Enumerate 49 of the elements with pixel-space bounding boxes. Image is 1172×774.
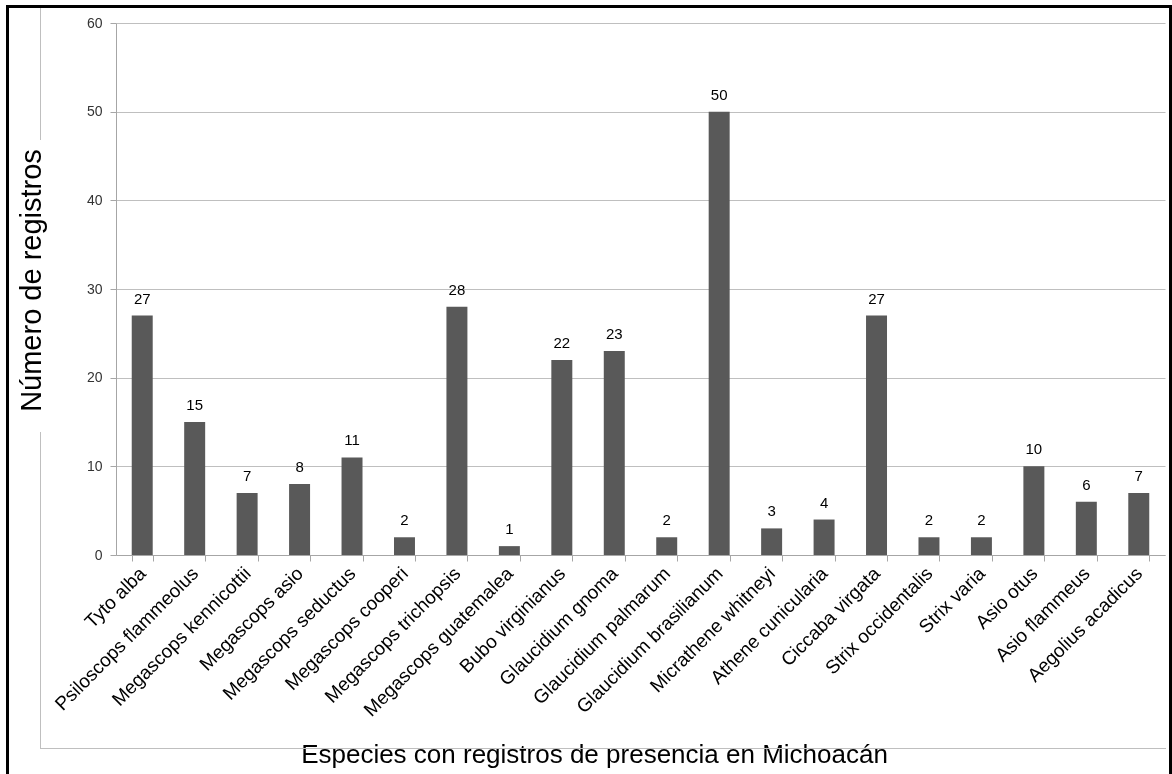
y-tick-label: 20 bbox=[86, 369, 103, 386]
bar bbox=[289, 484, 311, 555]
bar bbox=[1075, 501, 1097, 555]
bar bbox=[603, 351, 625, 555]
data-label: 27 bbox=[868, 289, 885, 307]
bar bbox=[341, 457, 363, 555]
bar bbox=[761, 528, 783, 555]
bar bbox=[1023, 466, 1045, 555]
data-label: 6 bbox=[1082, 475, 1091, 493]
data-label: 22 bbox=[553, 333, 571, 351]
data-label: 27 bbox=[133, 289, 151, 307]
bar bbox=[918, 537, 940, 555]
x-axis-title: Especies con registros de presencia en Michoacán bbox=[301, 738, 888, 769]
y-tick-label: 60 bbox=[86, 14, 103, 31]
data-label: 2 bbox=[662, 511, 671, 529]
bar bbox=[551, 359, 573, 555]
y-tick-label: 30 bbox=[86, 280, 103, 297]
bar bbox=[498, 546, 520, 555]
data-label: 1 bbox=[505, 520, 514, 538]
data-label: 4 bbox=[819, 493, 829, 511]
data-label: 2 bbox=[400, 511, 409, 529]
data-label: 15 bbox=[186, 396, 204, 413]
bar bbox=[866, 315, 888, 555]
data-label: 23 bbox=[605, 325, 623, 343]
data-label: 28 bbox=[448, 280, 466, 298]
data-label: 50 bbox=[710, 85, 728, 103]
data-label: 11 bbox=[344, 431, 360, 449]
y-tick-label: 50 bbox=[86, 103, 103, 120]
bar bbox=[1128, 492, 1150, 555]
bar bbox=[970, 537, 992, 555]
bar bbox=[393, 537, 415, 555]
bar bbox=[708, 111, 730, 555]
data-label: 8 bbox=[295, 458, 304, 476]
bar bbox=[656, 537, 678, 555]
bar bbox=[446, 306, 468, 555]
y-axis-title: Número de registros bbox=[14, 149, 47, 412]
data-label: 10 bbox=[1025, 440, 1043, 458]
bar bbox=[236, 492, 258, 555]
y-tick-label: 40 bbox=[86, 191, 103, 208]
data-label: 2 bbox=[977, 511, 986, 529]
y-tick-label: 10 bbox=[86, 457, 103, 474]
data-label: 3 bbox=[767, 502, 776, 520]
y-tick-label: 0 bbox=[94, 546, 103, 563]
data-label: 7 bbox=[1134, 466, 1143, 484]
bar bbox=[131, 315, 153, 555]
bar bbox=[184, 422, 206, 555]
bar bbox=[813, 519, 835, 555]
data-label: 2 bbox=[924, 511, 934, 529]
data-label: 7 bbox=[242, 466, 252, 484]
